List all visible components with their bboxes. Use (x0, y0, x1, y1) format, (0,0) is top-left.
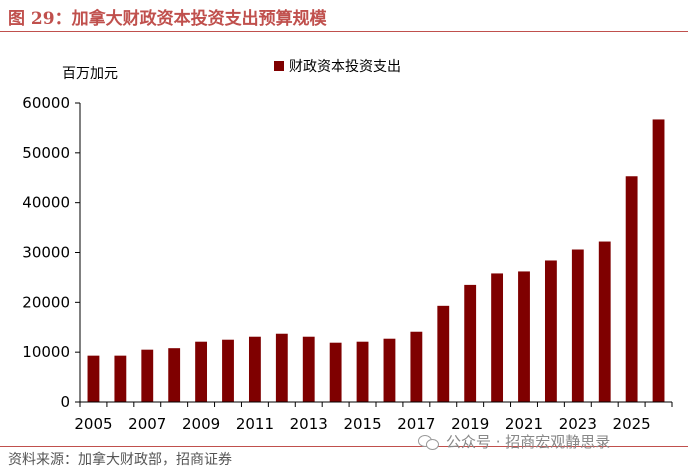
bar-2005 (87, 355, 100, 402)
x-tick-label: 2009 (182, 415, 220, 433)
y-axis-ticks: 0 10000 20000 30000 40000 50000 60000 (22, 94, 80, 411)
x-tick-label: 2015 (343, 415, 381, 433)
bar-2021 (518, 271, 530, 402)
legend-label: 财政资本投资支出 (289, 59, 401, 75)
source-note: 资料来源：加拿大财政部，招商证券 (8, 452, 232, 468)
y-tick-label: 20000 (22, 293, 70, 311)
bar-2015 (356, 341, 369, 402)
x-tick-label: 2005 (74, 415, 112, 433)
bar-2026 (652, 119, 665, 402)
y-tick-label: 40000 (22, 194, 70, 212)
y-axis-unit-label: 百万加元 (62, 66, 118, 82)
x-tick-label: 2007 (128, 415, 166, 433)
legend-swatch (274, 61, 284, 71)
x-tick-label: 2017 (397, 415, 435, 433)
y-tick-label: 60000 (22, 94, 70, 112)
x-tick-label: 2021 (505, 415, 543, 433)
bar-2017 (410, 331, 423, 402)
bar-2006 (114, 355, 127, 402)
footer-divider (0, 446, 688, 447)
bar-series (87, 119, 665, 402)
bar-2024 (598, 241, 611, 402)
bar-2025 (625, 176, 638, 402)
bar-2011 (248, 336, 261, 402)
bar-2008 (168, 348, 181, 402)
x-tick-label: 2011 (236, 415, 274, 433)
bar-2022 (544, 260, 557, 402)
watermark: 公众号 · 招商宏观静思录 (418, 431, 610, 452)
y-tick-label: 10000 (22, 343, 70, 361)
bar-2019 (464, 284, 477, 402)
bar-2016 (383, 338, 396, 402)
watermark-text: 公众号 · 招商宏观静思录 (446, 433, 611, 451)
x-tick-label: 2013 (290, 415, 328, 433)
y-tick-label: 30000 (22, 244, 70, 262)
title-divider (0, 31, 688, 32)
bar-2009 (195, 341, 208, 402)
y-tick-label: 0 (60, 393, 70, 411)
bar-2023 (571, 249, 584, 402)
chart-legend: 财政资本投资支出 (274, 59, 401, 75)
bar-2013 (302, 336, 315, 402)
y-tick-label: 50000 (22, 144, 70, 162)
bar-chart: 百万加元 财政资本投资支出 0 10000 20000 30000 40000 50000… (22, 59, 673, 433)
bar-2012 (275, 333, 288, 402)
bar-2018 (437, 305, 450, 402)
figure-title: 图 29：加拿大财政资本投资支出预算规模 (8, 9, 327, 29)
x-tick-label: 2019 (451, 415, 489, 433)
wechat-icon (418, 434, 440, 450)
x-tick-label: 2023 (559, 415, 597, 433)
bar-2010 (222, 339, 234, 402)
x-tick-label: 2025 (613, 415, 651, 433)
x-axis-ticks: 2005 2007 2009 2011 2013 2015 2017 2019 2021 2023… (74, 402, 673, 433)
bar-2020 (491, 273, 504, 402)
bar-2007 (141, 349, 154, 402)
bar-2014 (329, 342, 342, 402)
